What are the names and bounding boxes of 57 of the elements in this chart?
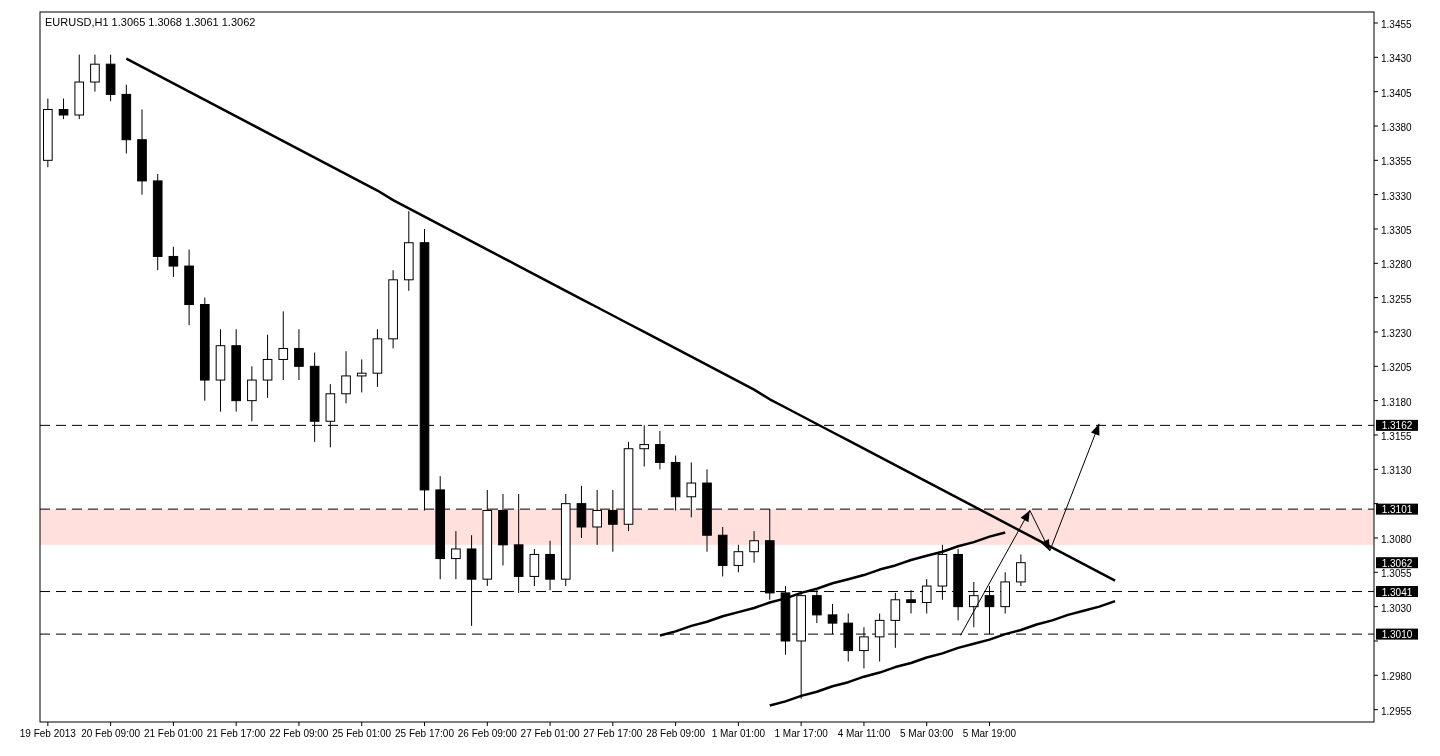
candlestick [58,98,69,120]
x-tick-label: 28 Feb 09:00 [646,728,706,739]
candlestick [278,310,289,381]
y-tick-label: 1.3380 [1381,121,1413,133]
candlestick [1016,553,1026,587]
candlestick [341,350,351,404]
y-tick-label: 1.3405 [1381,87,1413,99]
ref-line-label: 1.3041 [1381,586,1413,598]
candlestick [655,430,665,470]
x-tick-label: 1 Mar 17:00 [774,728,829,739]
ref-line-label: 1.3101 [1381,504,1413,516]
y-tick-label: 1.2955 [1381,705,1413,717]
candlestick [90,54,100,93]
y-tick-label: 1.3255 [1381,293,1413,305]
text: 1.3062 [1381,557,1413,569]
y-tick-label: 1.3230 [1381,327,1413,339]
x-tick-label: 26 Feb 09:00 [457,728,518,739]
candlestick [247,365,257,422]
ref-line-label: 1.3010 [1381,629,1413,641]
x-tick-label: 25 Feb 01:00 [332,728,392,739]
x-tick-label: 21 Feb 01:00 [143,728,204,739]
y-tick-label: 1.3455 [1381,18,1413,30]
y-tick-label: 1.3030 [1381,602,1413,614]
x-tick-label: 25 Feb 17:00 [395,728,455,739]
candlestick [529,548,540,587]
y-tick-label: 1.3205 [1381,362,1413,374]
x-tick-label: 5 Mar 19:00 [962,728,1017,739]
candlestick [168,246,179,278]
candlestick [733,544,744,573]
y-tick-label: 1.3130 [1381,465,1413,477]
candlestick [749,530,759,564]
x-tick-label: 4 Mar 11:00 [837,728,891,739]
y-tick-label: 1.3330 [1381,190,1413,202]
candlestick [356,358,367,393]
candlestick [294,328,304,381]
candlestick [262,334,273,399]
y-tick-label: 1.3180 [1381,396,1413,408]
x-tick-label: 19 Feb 2013 [19,728,77,739]
y-tick-label: 1.3355 [1381,156,1413,168]
x-tick-label: 22 Feb 09:00 [269,728,329,739]
candlestick [639,424,650,468]
chart-title: EURUSD,H1 1.3065 1.3068 1.3061 1.3062 [45,16,256,28]
y-tick-label: 1.2980 [1381,671,1413,683]
y-tick-label: 1.3305 [1381,224,1413,236]
x-tick-label: 1 Mar 01:00 [711,728,766,739]
y-tick-label: 1.3055 [1381,568,1413,580]
x-tick-label: 21 Feb 17:00 [206,728,267,739]
y-tick-label: 1.3155 [1381,430,1413,442]
x-tick-label: 20 Feb 09:00 [81,728,141,739]
y-tick-label: 1.3430 [1381,53,1413,65]
y-tick-label: 1.3080 [1381,533,1413,545]
candlestick [451,530,461,580]
x-tick-label: 27 Feb 17:00 [583,728,643,739]
x-tick-label: 27 Feb 01:00 [520,728,580,739]
x-tick-label: 5 Mar 03:00 [900,728,954,739]
y-tick-label: 1.3280 [1381,259,1413,271]
ref-line-label: 1.3162 [1381,420,1413,432]
